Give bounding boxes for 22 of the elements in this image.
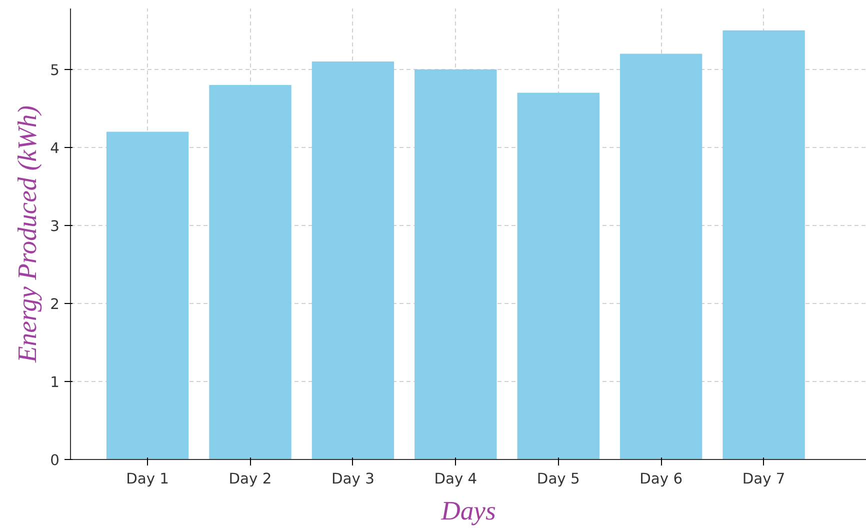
bar [517,92,600,460]
y-tick-label: 4 [50,140,60,157]
x-axis-title: Days [440,496,496,526]
bar [312,62,394,460]
y-tick-label: 0 [50,452,60,469]
y-tick-label: 5 [50,62,60,79]
bar [722,30,805,460]
x-tick-label: Day 5 [536,470,580,488]
y-tick-label: 2 [50,296,60,313]
y-tick-label: 1 [50,374,60,391]
x-tick-label: Day 7 [742,470,786,488]
x-tick-label: Day 3 [331,470,374,488]
bar [209,84,292,460]
x-tick-label: Day 6 [640,470,683,488]
bar [620,54,702,460]
x-tick-label: Day 2 [228,470,272,488]
x-tick-label: Day 4 [434,470,478,488]
y-axis-title: Energy Produced (kWh) [12,105,42,364]
x-tick-label: Day 1 [126,470,170,488]
bar [414,69,497,460]
bar [106,132,189,460]
y-tick-label: 3 [50,218,60,235]
